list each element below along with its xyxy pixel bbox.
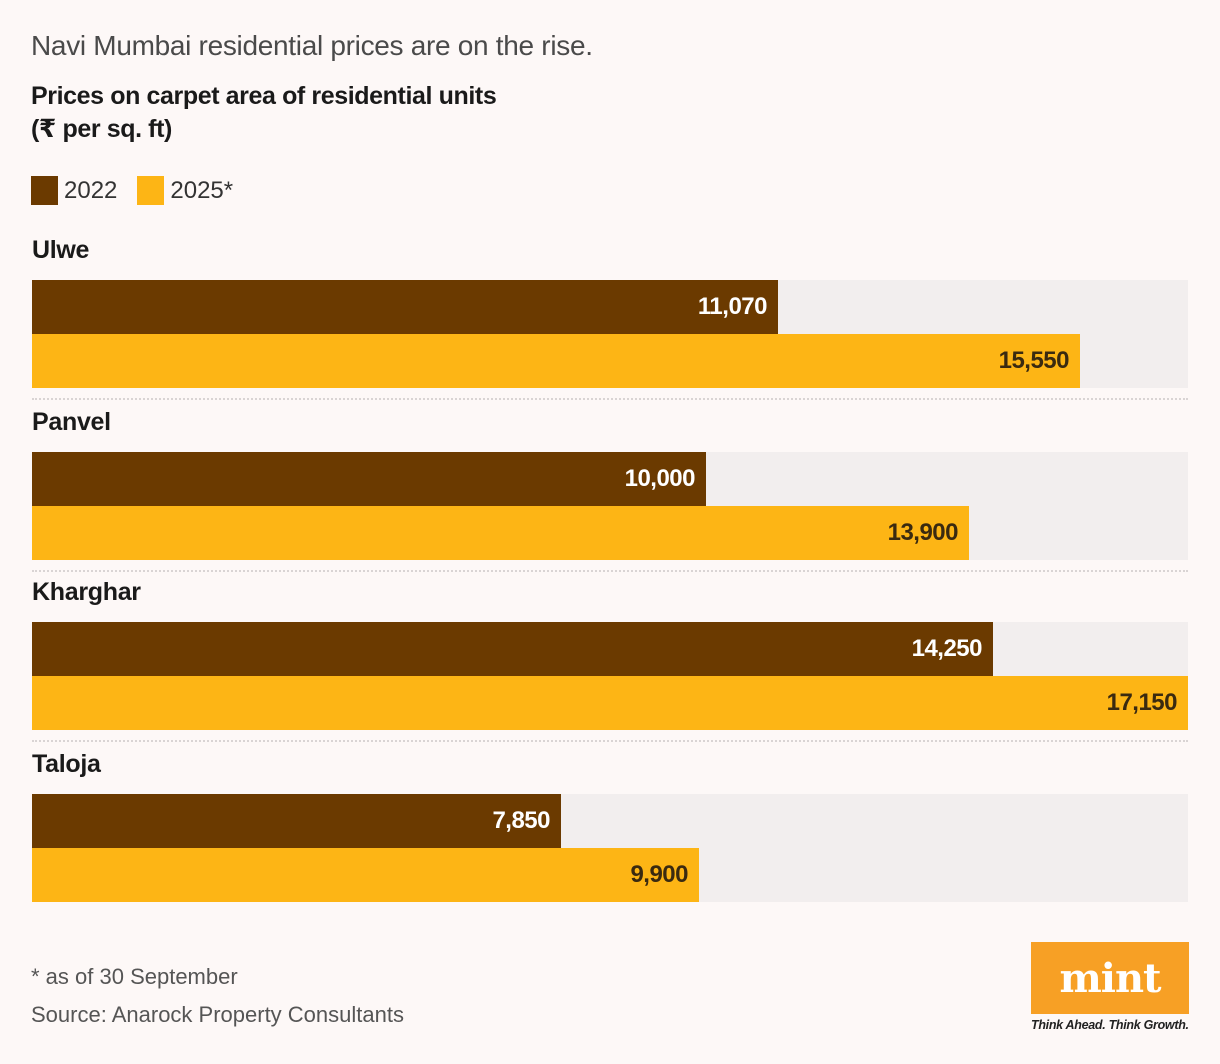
- bar-ulwe-2025: 15,550: [32, 334, 1080, 388]
- legend-swatch-2022: [31, 176, 58, 205]
- bar-track-taloja: 7,850 9,900: [32, 794, 1188, 902]
- category-label-panvel: Panvel: [32, 408, 111, 436]
- footnote: * as of 30 September: [31, 964, 238, 989]
- group-divider: [32, 740, 1188, 742]
- legend: 2022 2025*: [31, 176, 245, 205]
- bar-panvel-2022: 10,000: [32, 452, 706, 506]
- data-label-taloja-2022: 7,850: [492, 807, 550, 834]
- legend-item-2022: 2022: [31, 176, 117, 205]
- bar-kharghar-2022: 14,250: [32, 622, 993, 676]
- chart-title-line1: Prices on carpet area of residential uni…: [31, 82, 497, 110]
- bar-taloja-2025: 9,900: [32, 848, 699, 902]
- group-divider: [32, 570, 1188, 572]
- legend-label-2022: 2022: [64, 176, 118, 204]
- chart-title: Prices on carpet area of residential uni…: [31, 80, 497, 146]
- group-divider: [32, 398, 1188, 400]
- legend-item-2025: 2025*: [137, 176, 233, 205]
- bar-ulwe-2022: 11,070: [32, 280, 778, 334]
- mint-logo-text: mint: [1059, 954, 1161, 1002]
- bar-kharghar-2025: 17,150: [32, 676, 1188, 730]
- data-label-panvel-2022: 10,000: [624, 465, 696, 492]
- chart-kicker: Navi Mumbai residential prices are on th…: [31, 30, 593, 61]
- chart-title-line2: (₹ per sq. ft): [31, 115, 172, 143]
- mint-logo: mint: [1031, 942, 1189, 1014]
- source-note: Source: Anarock Property Consultants: [31, 1002, 404, 1027]
- bar-panvel-2025: 13,900: [32, 506, 969, 560]
- bar-track-panvel: 10,000 13,900: [32, 452, 1188, 560]
- bar-track-ulwe: 11,070 15,550: [32, 280, 1188, 388]
- data-label-ulwe-2022: 11,070: [697, 293, 768, 320]
- legend-label-2025: 2025*: [170, 176, 234, 204]
- category-label-kharghar: Kharghar: [32, 578, 141, 606]
- data-label-taloja-2025: 9,900: [630, 861, 688, 888]
- category-label-taloja: Taloja: [32, 750, 101, 778]
- category-label-ulwe: Ulwe: [32, 236, 90, 264]
- legend-swatch-2025: [137, 176, 165, 205]
- data-label-panvel-2025: 13,900: [887, 519, 959, 546]
- data-label-kharghar-2022: 14,250: [911, 635, 983, 662]
- data-label-ulwe-2025: 15,550: [998, 347, 1070, 374]
- logo-tagline: Think Ahead. Think Growth.: [1031, 1018, 1189, 1032]
- bar-track-kharghar: 14,250 17,150: [32, 622, 1188, 730]
- bar-taloja-2022: 7,850: [32, 794, 561, 848]
- data-label-kharghar-2025: 17,150: [1106, 689, 1178, 716]
